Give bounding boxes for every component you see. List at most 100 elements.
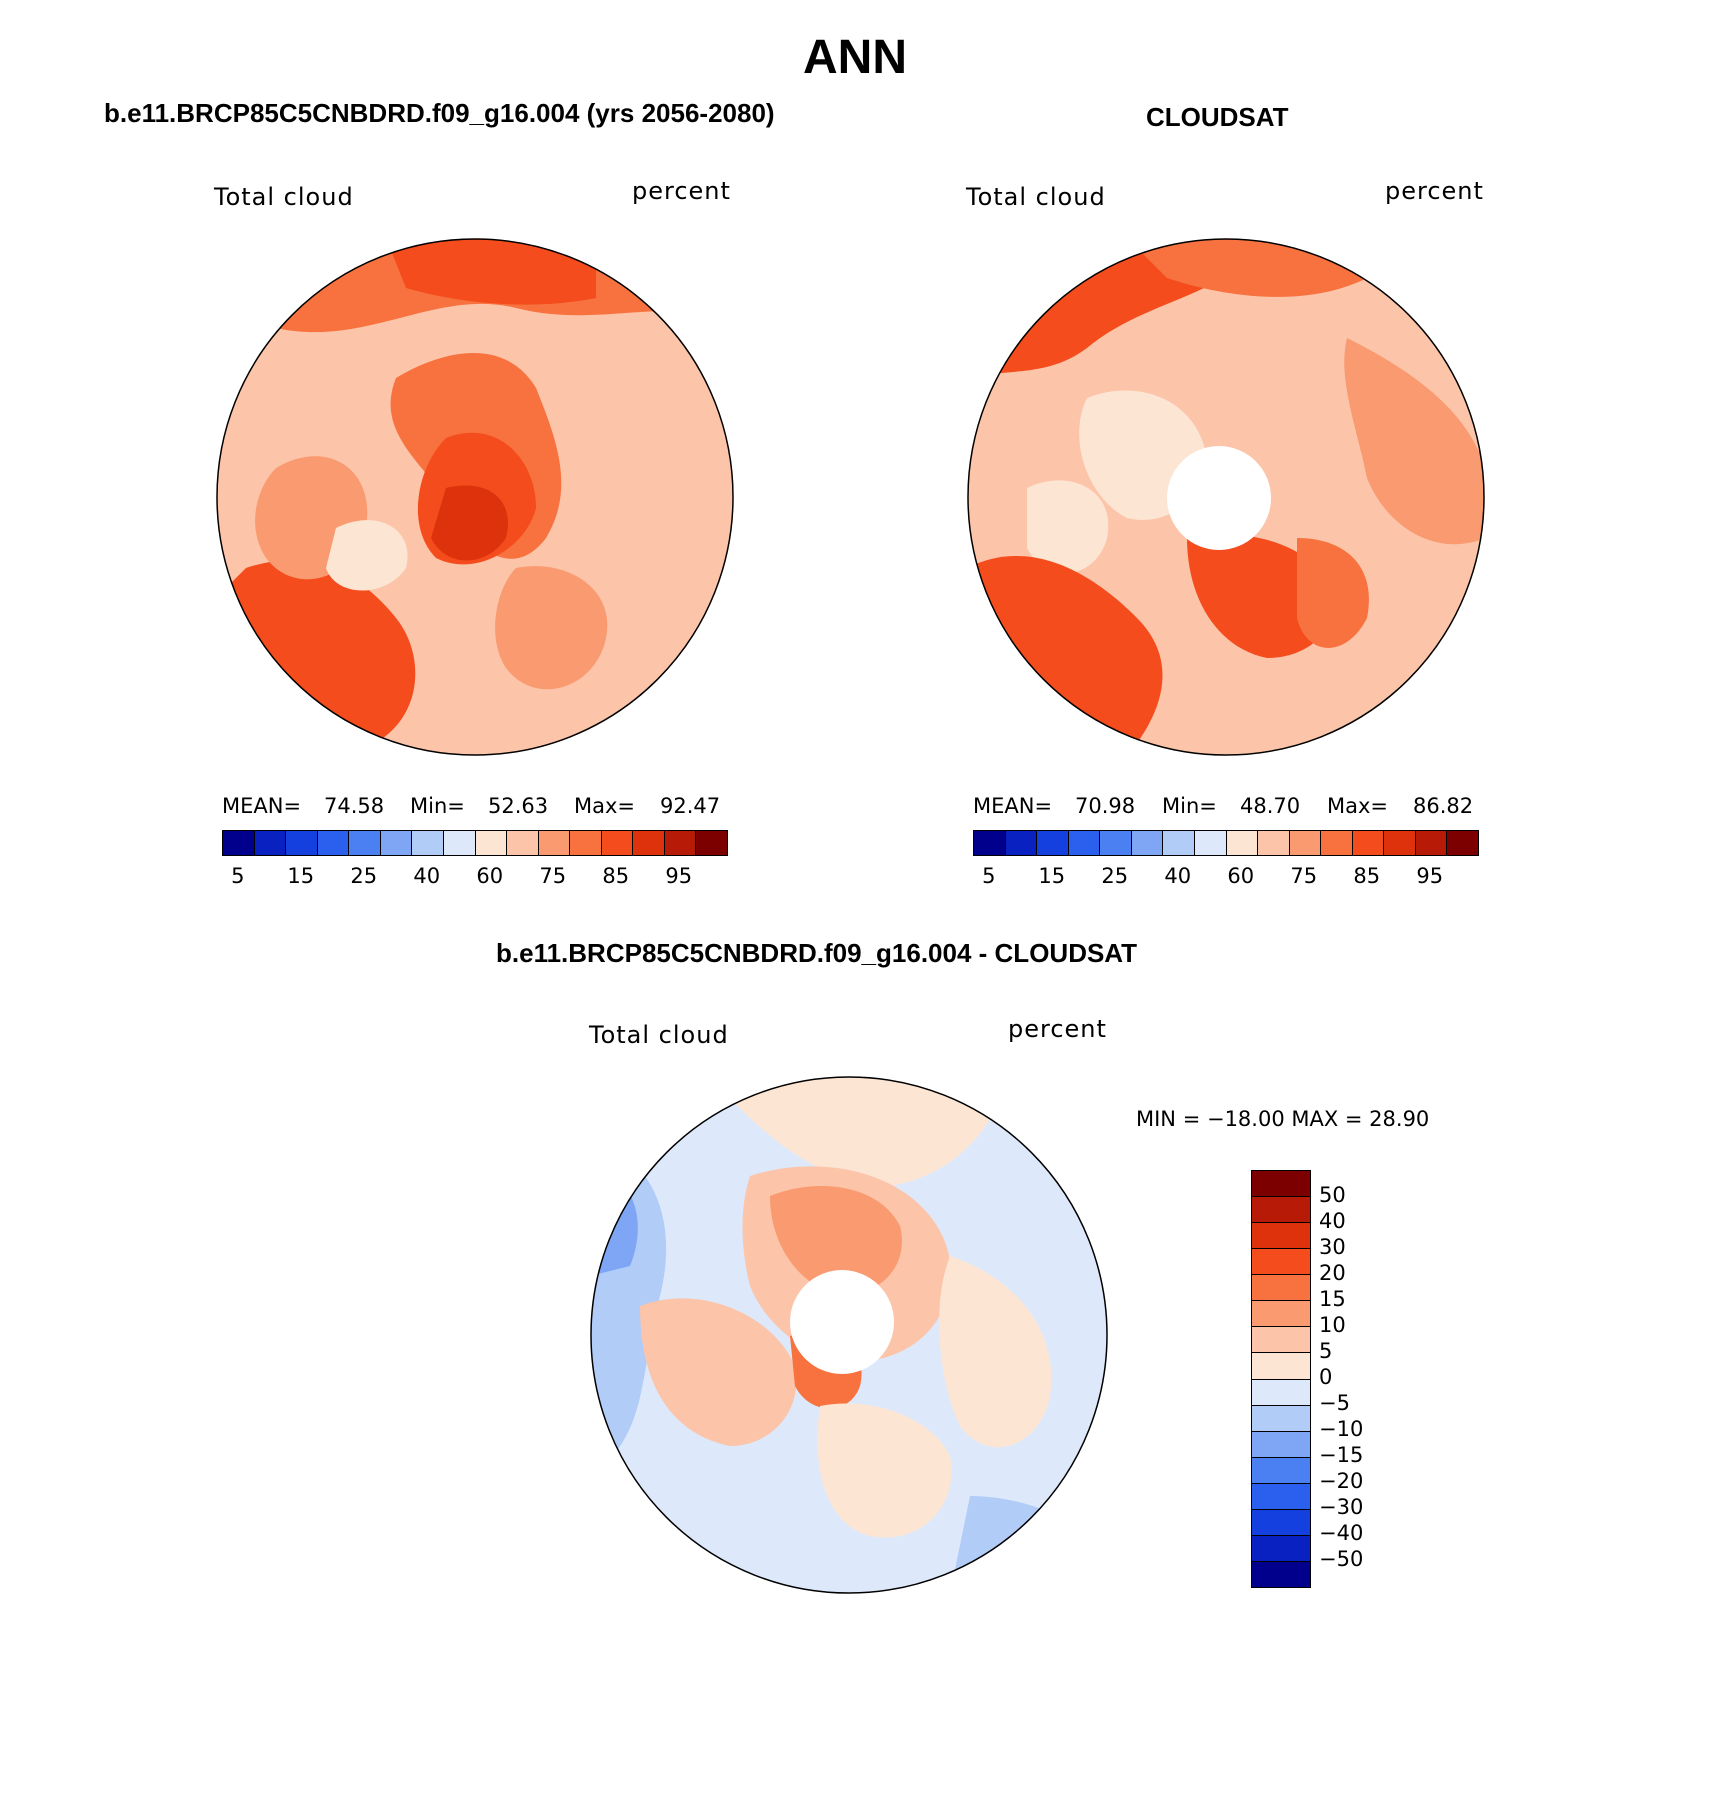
panel3-variable-label: Total cloud <box>589 1021 729 1049</box>
colorbar-tick-label: 5 <box>1319 1339 1333 1363</box>
colorbar-swatch <box>1068 831 1101 855</box>
colorbar-swatch <box>443 831 476 855</box>
panel2-title: CLOUDSAT <box>1146 102 1289 132</box>
panel1-min-value: 52.63 <box>488 794 549 818</box>
colorbar-swatch <box>696 831 727 855</box>
colorbar-swatch <box>1252 1301 1310 1328</box>
panel3-polar-map <box>590 1076 1108 1594</box>
colorbar-tick-label: −50 <box>1319 1547 1364 1571</box>
colorbar-swatch <box>1252 1483 1310 1510</box>
panel1-colorbar-ticks: 5 15 25 40 60 75 85 95 <box>222 864 726 890</box>
colorbar-tick-label: 85 <box>602 864 630 888</box>
colorbar-tick-label: 40 <box>1164 864 1192 888</box>
panel2-min-value: 48.70 <box>1240 794 1301 818</box>
panel2-max-label: Max= <box>1327 794 1389 818</box>
colorbar-swatch <box>1252 1379 1310 1406</box>
colorbar-tick-label: 60 <box>1227 864 1255 888</box>
colorbar-swatch <box>380 831 413 855</box>
colorbar-swatch <box>1226 831 1259 855</box>
colorbar-swatch <box>1194 831 1227 855</box>
colorbar-swatch <box>1252 1249 1310 1276</box>
colorbar-swatch <box>1252 1535 1310 1562</box>
panel3-title: b.e11.BRCP85C5CNBDRD.f09_g16.004 - CLOUD… <box>496 938 1138 968</box>
figure-title: ANN <box>803 31 907 84</box>
colorbar-swatch <box>1252 1405 1310 1432</box>
panel2-min-label: Min= <box>1162 794 1217 818</box>
panel1-units-label: percent <box>632 177 731 205</box>
colorbar-tick-label: 75 <box>539 864 567 888</box>
panel1-title: b.e11.BRCP85C5CNBDRD.f09_g16.004 (yrs 20… <box>104 98 775 128</box>
colorbar-swatch <box>1252 1353 1310 1380</box>
panel1-colorbar <box>222 830 728 856</box>
panel2-colorbar <box>973 830 1479 856</box>
colorbar-swatch <box>317 831 350 855</box>
panel1-mean-value: 74.58 <box>324 794 385 818</box>
colorbar-swatch <box>1352 831 1385 855</box>
colorbar-swatch <box>1447 831 1478 855</box>
colorbar-swatch <box>1415 831 1448 855</box>
colorbar-swatch <box>1100 831 1132 855</box>
colorbar-swatch <box>664 831 697 855</box>
colorbar-swatch <box>1163 831 1195 855</box>
colorbar-swatch <box>412 831 444 855</box>
colorbar-swatch <box>633 831 665 855</box>
colorbar-swatch <box>254 831 287 855</box>
colorbar-tick-label: 0 <box>1319 1365 1333 1389</box>
panel2-mean-value: 70.98 <box>1075 794 1136 818</box>
colorbar-swatch <box>475 831 508 855</box>
colorbar-tick-label: 20 <box>1319 1261 1346 1285</box>
colorbar-tick-label: 95 <box>665 864 693 888</box>
colorbar-swatch <box>1258 831 1290 855</box>
colorbar-swatch <box>1252 1327 1310 1354</box>
colorbar-tick-label: 25 <box>350 864 378 888</box>
panel2-mean-label: MEAN= <box>973 794 1053 818</box>
colorbar-tick-label: 15 <box>1038 864 1066 888</box>
colorbar-tick-label: −15 <box>1319 1443 1364 1467</box>
panel2-colorbar-ticks: 5 15 25 40 60 75 85 95 <box>973 864 1477 890</box>
colorbar-tick-label: 75 <box>1290 864 1318 888</box>
colorbar-tick-label: 40 <box>413 864 441 888</box>
colorbar-tick-label: 85 <box>1353 864 1381 888</box>
colorbar-swatch <box>1252 1197 1310 1224</box>
colorbar-swatch <box>1252 1275 1310 1302</box>
colorbar-swatch <box>1289 831 1322 855</box>
colorbar-tick-label: 95 <box>1416 864 1444 888</box>
colorbar-tick-label: −20 <box>1319 1469 1364 1493</box>
panel1-max-value: 92.47 <box>660 794 721 818</box>
colorbar-swatch <box>223 831 255 855</box>
colorbar-tick-label: 40 <box>1319 1209 1346 1233</box>
panel2-polar-map <box>967 238 1485 756</box>
colorbar-tick-label: −10 <box>1319 1417 1364 1441</box>
panel3-colorbar-ticks: 50 40 30 20 15 10 5 0 −5 −10 −15 −20 −30 −40 −50 <box>1319 1170 1399 1586</box>
panel2-variable-label: Total cloud <box>966 183 1106 211</box>
colorbar-swatch <box>974 831 1006 855</box>
panel2-units-label: percent <box>1385 177 1484 205</box>
colorbar-tick-label: 25 <box>1101 864 1129 888</box>
panel3-colorbar <box>1251 1170 1311 1588</box>
colorbar-tick-label: 50 <box>1319 1183 1346 1207</box>
colorbar-tick-label: 30 <box>1319 1235 1346 1259</box>
panel1-mean-label: MEAN= <box>222 794 302 818</box>
colorbar-tick-label: −30 <box>1319 1495 1364 1519</box>
colorbar-swatch <box>601 831 634 855</box>
panel1-max-label: Max= <box>574 794 636 818</box>
colorbar-tick-label: 15 <box>1319 1287 1346 1311</box>
colorbar-swatch <box>1131 831 1164 855</box>
colorbar-swatch <box>507 831 539 855</box>
colorbar-swatch <box>1252 1561 1310 1587</box>
colorbar-swatch <box>1005 831 1038 855</box>
colorbar-swatch <box>349 831 381 855</box>
colorbar-tick-label: −5 <box>1319 1391 1350 1415</box>
panel3-minmax-text: MIN = −18.00 MAX = 28.90 <box>1136 1107 1430 1131</box>
colorbar-swatch <box>1252 1223 1310 1250</box>
colorbar-swatch <box>1252 1509 1310 1536</box>
colorbar-swatch <box>286 831 318 855</box>
colorbar-tick-label: 5 <box>231 864 245 888</box>
colorbar-swatch <box>1384 831 1416 855</box>
colorbar-swatch <box>1252 1171 1310 1198</box>
colorbar-tick-label: 15 <box>287 864 315 888</box>
colorbar-tick-label: −40 <box>1319 1521 1364 1545</box>
colorbar-swatch <box>538 831 571 855</box>
colorbar-tick-label: 5 <box>982 864 996 888</box>
colorbar-swatch <box>570 831 602 855</box>
